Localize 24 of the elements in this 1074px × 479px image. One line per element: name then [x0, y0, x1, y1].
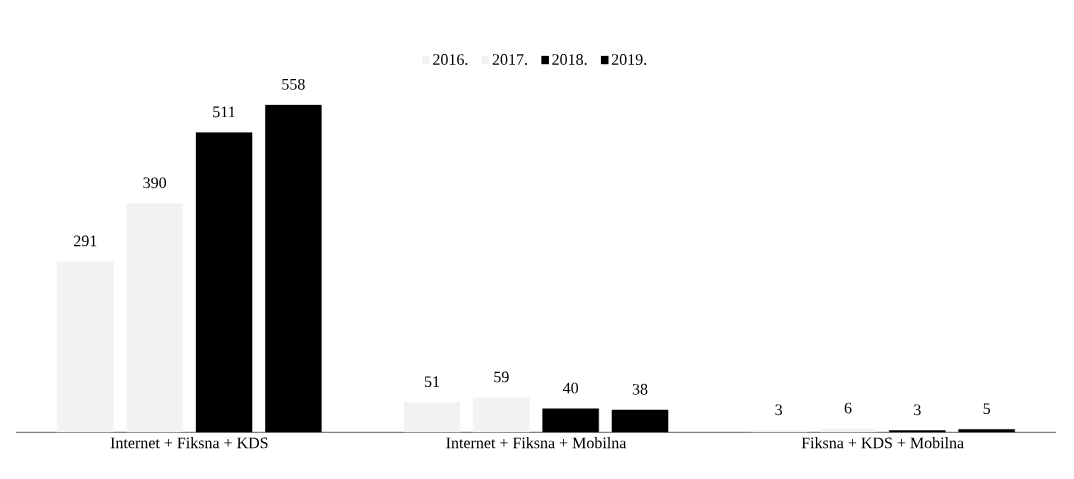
legend-label: 2019. — [611, 54, 647, 65]
bar — [57, 261, 114, 433]
legend-label: 2017. — [492, 54, 527, 65]
data-label: 558 — [282, 78, 305, 90]
data-label: 6 — [844, 402, 852, 414]
data-label: 5 — [983, 403, 991, 415]
bar — [403, 402, 461, 433]
data-label: 3 — [775, 404, 783, 416]
data-label: 291 — [74, 235, 97, 247]
bar — [958, 429, 1015, 433]
bar — [265, 104, 322, 433]
data-label: 511 — [213, 106, 235, 118]
legend-label: 2018. — [552, 54, 587, 65]
data-label: 3 — [914, 404, 921, 416]
data-label: 40 — [562, 382, 579, 394]
legend-label: 2016. — [433, 54, 468, 65]
x-tick-label: Internet + Fiksna + Mobilna — [446, 437, 627, 449]
x-tick-label: Fiksna + KDS + Mobilna — [801, 437, 964, 449]
bar — [611, 409, 669, 433]
data-label: 51 — [424, 376, 440, 388]
x-tick-label: Internet + Fiksna + KDS — [110, 437, 268, 449]
data-label: 38 — [632, 383, 648, 395]
data-label: 59 — [494, 371, 509, 383]
data-label: 390 — [143, 177, 167, 189]
